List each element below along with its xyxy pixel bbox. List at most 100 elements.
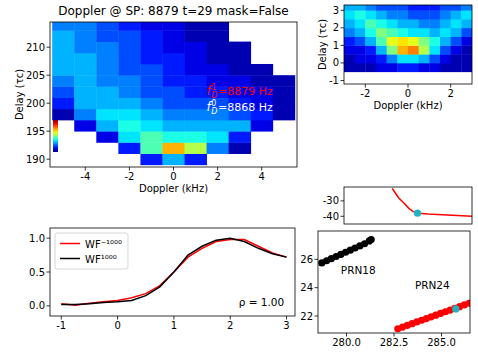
heatmap-cell — [355, 54, 366, 63]
plot-area — [52, 22, 295, 165]
x-tick-label: 282.5 — [380, 337, 409, 348]
x-tick-label: 0 — [114, 320, 120, 331]
heatmap-cell — [440, 19, 451, 28]
y-tick-label: 1.0 — [29, 233, 45, 244]
colorbar — [53, 120, 58, 152]
heatmap-cell — [273, 98, 295, 110]
series-line — [392, 189, 472, 217]
heatmap-cell — [74, 120, 96, 132]
legend-swatch — [60, 258, 80, 260]
heatmap-cell — [376, 5, 387, 11]
heatmap-cell — [207, 22, 229, 31]
heatmap-cell — [140, 154, 162, 166]
y-tick — [341, 45, 345, 46]
plot-frame — [50, 22, 297, 167]
heatmap-cell — [207, 42, 229, 54]
x-axis-title: Doppler (kHz) — [139, 183, 208, 194]
heatmap-cell — [162, 142, 184, 154]
heatmap-cell — [162, 22, 184, 31]
heatmap-cell — [140, 30, 162, 42]
heatmap-cell — [429, 10, 440, 19]
heatmap-cell — [52, 22, 74, 31]
y-tick-label: 190 — [26, 154, 45, 165]
y-tick-label: 210 — [26, 42, 45, 53]
y-tick — [47, 103, 51, 104]
y-tick-label: 26 — [300, 254, 313, 265]
heatmap-cell — [387, 19, 398, 28]
heatmap-cell — [74, 22, 96, 31]
heatmap-cell — [185, 64, 207, 76]
heatmap-cell — [96, 30, 118, 42]
y-tick-label: 0.0 — [29, 300, 45, 311]
x-tick — [85, 167, 86, 171]
heatmap-cell — [397, 28, 408, 37]
heatmap-cell — [397, 45, 408, 54]
heatmap-cell — [52, 30, 74, 42]
x-tick-label: 2 — [447, 88, 453, 99]
heatmap-cell — [185, 154, 207, 166]
heatmap-cell — [365, 28, 376, 37]
heatmap-cell — [52, 86, 74, 98]
y-tick — [47, 159, 51, 160]
heatmap-cell — [229, 131, 251, 143]
heatmap-cell — [451, 54, 462, 63]
heatmap-cell — [397, 63, 408, 72]
x-tick-label: 1 — [171, 320, 177, 331]
y-tick — [47, 238, 51, 239]
heatmap-cell — [365, 10, 376, 19]
plot-frame — [344, 5, 472, 84]
plot-frame — [318, 231, 470, 333]
x-tick — [117, 316, 118, 320]
heatmap-cell — [185, 75, 207, 87]
heatmap-cell — [162, 154, 184, 166]
heatmap-cell — [118, 131, 140, 143]
heatmap-cell — [74, 86, 96, 98]
legend-swatch — [60, 243, 80, 245]
heatmap-cell — [229, 53, 251, 65]
y-tick-label: 200 — [26, 98, 45, 109]
heatmap-cell — [96, 109, 118, 121]
scatter-point — [368, 236, 375, 243]
heatmap-cell — [140, 75, 162, 87]
heatmap-cell — [461, 10, 472, 19]
heatmap-cell — [273, 75, 295, 87]
annotation: ρ = 1.00 — [239, 296, 285, 308]
heatmap-cell — [461, 54, 472, 63]
heatmap-cell — [408, 37, 419, 46]
heatmap-cell — [140, 120, 162, 132]
heatmap-cell — [387, 37, 398, 46]
x-tick-label: -1 — [56, 320, 66, 331]
heatmap-cell — [376, 10, 387, 19]
heatmap-cell — [118, 22, 140, 31]
heatmap-cell — [355, 10, 366, 19]
heatmap-cell — [419, 19, 430, 28]
heatmap-cell — [451, 19, 462, 28]
x-tick-label: 0 — [405, 88, 411, 99]
heatmap-cell — [440, 28, 451, 37]
heatmap-cell — [344, 45, 355, 54]
heatmap-cell — [440, 10, 451, 19]
heatmap-cell — [162, 109, 184, 121]
heatmap-cell — [419, 10, 430, 19]
heatmap-cell — [461, 45, 472, 54]
heatmap-cell — [273, 86, 295, 98]
heatmap-cell — [96, 98, 118, 110]
heatmap-cell — [461, 19, 472, 28]
x-tick-label: -2 — [360, 88, 370, 99]
heatmap-cell — [52, 75, 74, 87]
heatmap-cell — [440, 37, 451, 46]
heatmap-cell — [185, 42, 207, 54]
title: Doppler @ SP: 8879 t=29 mask=False — [58, 4, 288, 18]
heatmap-cell — [118, 120, 140, 132]
y-tick-label: 205 — [26, 70, 45, 81]
y-tick — [315, 287, 319, 288]
plot-area — [318, 236, 470, 332]
heatmap-cell — [419, 5, 430, 11]
heatmap-cell — [397, 5, 408, 11]
heatmap-cell — [419, 28, 430, 37]
heatmap-cell — [185, 142, 207, 154]
heatmap-cell — [96, 42, 118, 54]
heatmap-cell — [461, 37, 472, 46]
annotation: PRN18 — [341, 264, 376, 276]
heatmap-cell — [140, 142, 162, 154]
